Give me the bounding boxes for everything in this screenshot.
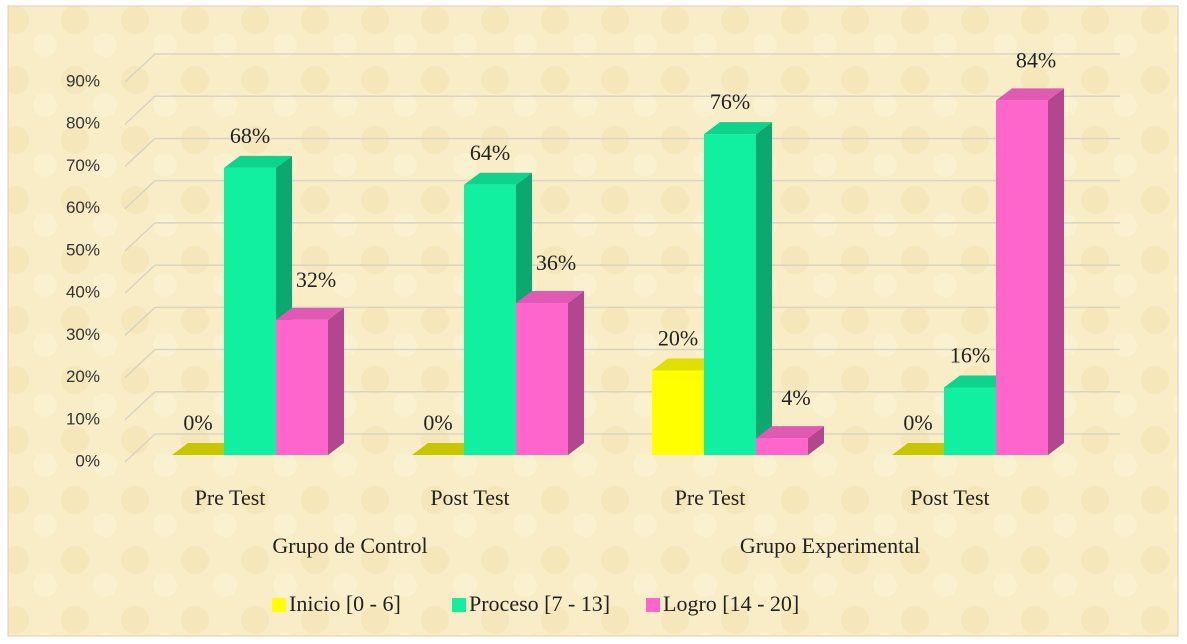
- grid-line: [124, 433, 156, 463]
- data-label: 0%: [903, 410, 932, 435]
- bar-side: [756, 122, 772, 455]
- y-tick-label: 0%: [75, 451, 100, 470]
- legend-label: Inicio [0 - 6]: [289, 591, 401, 616]
- data-label: 32%: [296, 267, 336, 292]
- data-label: 36%: [536, 250, 576, 275]
- bar-top: [412, 443, 480, 455]
- y-tick-label: 40%: [66, 283, 100, 302]
- x-tick-label: Pre Test: [195, 485, 266, 510]
- bar-top: [172, 443, 240, 455]
- bar-side: [328, 307, 344, 455]
- y-tick-label: 30%: [66, 325, 100, 344]
- bar: [516, 303, 568, 455]
- bar-top: [464, 172, 532, 185]
- y-tick-label: 60%: [66, 198, 100, 217]
- bar-top: [892, 443, 960, 455]
- grid-line: [124, 391, 156, 421]
- bar: [224, 167, 276, 455]
- bar: [704, 134, 756, 455]
- data-label: 76%: [710, 89, 750, 114]
- data-label: 16%: [950, 342, 990, 367]
- bar-side: [568, 291, 584, 455]
- bar-top: [944, 375, 1012, 388]
- bar: [996, 100, 1048, 455]
- y-tick-label: 10%: [66, 409, 100, 428]
- bar-top: [276, 307, 344, 320]
- bar-side: [1048, 88, 1064, 455]
- bar: [756, 438, 808, 455]
- bar-top: [756, 426, 824, 439]
- data-label: 64%: [470, 140, 510, 165]
- legend-swatch: [452, 598, 466, 612]
- legend-label: Proceso [7 - 13]: [469, 591, 610, 616]
- data-label: 4%: [781, 385, 810, 410]
- grid-line: [124, 95, 156, 125]
- bar-side: [808, 426, 824, 455]
- bar: [464, 184, 516, 455]
- legend-swatch: [646, 598, 660, 612]
- y-tick-label: 50%: [66, 240, 100, 259]
- data-label: 0%: [183, 410, 212, 435]
- data-label: 68%: [230, 123, 270, 148]
- grid-line: [124, 180, 156, 210]
- grid-line: [124, 306, 156, 336]
- x-tick-label: Post Test: [910, 485, 989, 510]
- bar: [276, 319, 328, 455]
- y-tick-label: 20%: [66, 367, 100, 386]
- bar-top: [224, 155, 292, 168]
- bar: [944, 387, 996, 455]
- grid-line: [124, 222, 156, 252]
- grid-line: [124, 264, 156, 294]
- grid-line: [124, 53, 156, 83]
- x-tick-label: Pre Test: [675, 485, 746, 510]
- bar-top: [704, 122, 772, 135]
- grid-line: [124, 349, 156, 379]
- bar-top: [516, 291, 584, 303]
- group-label: Grupo Experimental: [740, 533, 920, 558]
- bar-top: [996, 88, 1064, 101]
- x-tick-label: Post Test: [430, 485, 509, 510]
- bar: [652, 370, 704, 455]
- y-tick-label: 80%: [66, 114, 100, 133]
- data-label: 0%: [423, 410, 452, 435]
- group-label: Grupo de Control: [272, 533, 427, 558]
- chart-area: [7, 5, 1179, 637]
- legend-swatch: [272, 598, 286, 612]
- y-tick-label: 70%: [66, 156, 100, 175]
- legend-label: Logro [14 - 20]: [663, 591, 799, 616]
- bar-top: [652, 358, 720, 371]
- data-label: 20%: [658, 326, 698, 351]
- data-label: 84%: [1016, 47, 1056, 72]
- grid-line: [124, 137, 156, 167]
- y-tick-label: 90%: [66, 71, 100, 90]
